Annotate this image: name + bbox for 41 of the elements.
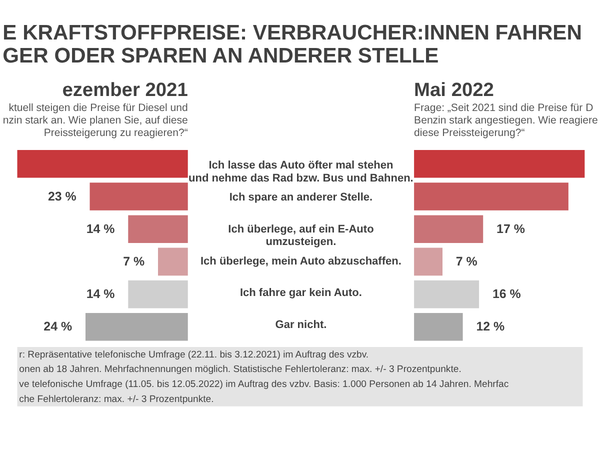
bar	[414, 182, 568, 210]
chart-title: Mai 2022	[414, 80, 494, 101]
y-tick-label: Ich fahre gar kein Auto.	[240, 287, 362, 300]
text: Preissteigerung zu reagieren?“	[44, 127, 188, 140]
bar	[128, 215, 188, 243]
text: onen ab 18 Jahren. Mehrfachnennungen möglich. Statistische Fehlertoleranz: max. +/- 3 Prozentpunkte.	[19, 364, 462, 376]
text: Frage: „Seit 2021 sind die Preise für D	[414, 102, 594, 114]
bar	[414, 280, 480, 308]
data-label: 7 %	[123, 254, 145, 269]
y-tick-label: Ich überlege, mein Auto abzuschaffen.	[200, 255, 402, 268]
chart-title: ezember 2021	[62, 80, 188, 101]
y-tick-label: Ich lasse das Auto öfter mal stehen und nehme das Rad bzw. Bus und Bahnen.	[188, 159, 414, 184]
text: Benzin stark angestiegen. Wie reagiere	[414, 114, 598, 127]
bar	[128, 280, 188, 308]
data-label: 23 %	[48, 189, 76, 204]
data-label: 12 %	[476, 320, 505, 334]
data-label: 14 %	[86, 222, 115, 236]
text: nzin stark an. Wie planen Sie, auf diese	[2, 114, 188, 127]
text: ve telefonische Umfrage (11.05. bis 12.05.2022) im Auftrag des vzbv. Basis: 1.000 Personen ab 14 Jahren. Mehrfac	[19, 379, 509, 390]
y-tick-label: Ich spare an anderer Stelle.	[229, 191, 373, 204]
data-label: 24 %	[44, 320, 72, 334]
bar	[90, 182, 188, 210]
bar	[17, 150, 188, 178]
text: GER ODER SPAREN AN ANDERER STELLE	[2, 44, 439, 68]
bar	[414, 150, 585, 178]
y-tick-label: Ich überlege, auf ein E-Auto umzusteigen.	[228, 223, 374, 248]
bar	[414, 313, 463, 341]
bar	[414, 215, 484, 243]
data-label: 14 %	[86, 287, 115, 302]
data-label: 16 %	[492, 287, 521, 302]
text: ktuell steigen die Preise für Diesel und	[8, 102, 188, 114]
text: che Fehlertoleranz: max. +/- 3 Prozentpunkte.	[19, 394, 214, 405]
y-tick-label: Gar nicht.	[275, 319, 327, 332]
text: diese Preissteigerung?“	[414, 127, 525, 140]
bar	[158, 248, 188, 276]
text: r: Repräsentative telefonische Umfrage (22.11. bis 3.12.2021) im Auftrag des vzbv.	[19, 349, 369, 360]
data-label: 17 %	[496, 222, 525, 236]
bar	[414, 248, 442, 276]
bar	[85, 313, 188, 341]
text: E KRAFTSTOFFPREISE: VERBRAUCHER:INNEN FAHREN	[2, 21, 582, 44]
data-label: 7 %	[456, 254, 478, 269]
